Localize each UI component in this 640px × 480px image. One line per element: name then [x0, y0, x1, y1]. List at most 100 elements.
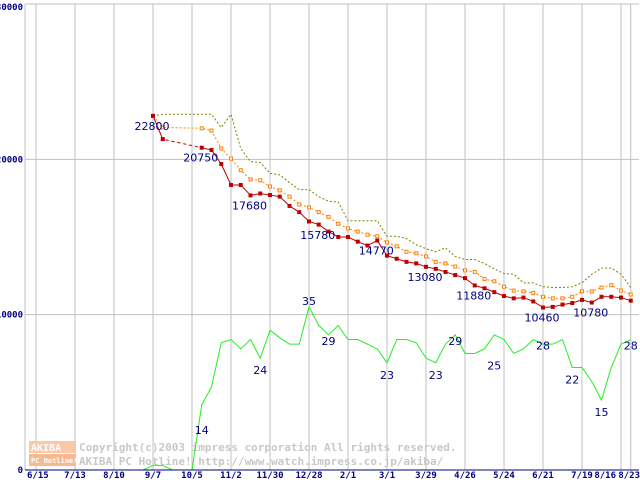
data-point-avg [492, 279, 497, 284]
data-point-avg [531, 290, 536, 295]
data-point-min [326, 229, 331, 234]
series-line-count [36, 305, 631, 471]
data-point-min [589, 300, 594, 305]
data-point-avg [628, 292, 633, 297]
data-point-avg [550, 296, 555, 301]
x-tick-label: 3/29 [415, 471, 437, 480]
data-point-avg [355, 229, 360, 234]
count-label: 28 [624, 340, 638, 353]
data-point-avg [609, 283, 614, 288]
data-point-min [229, 182, 233, 187]
data-point-min [238, 182, 243, 187]
data-point-min [482, 286, 487, 291]
axes: 0 10000 20000 30000 6/15 7/13 8/10 9/7 10/5 11/2 1… [0, 3, 640, 480]
data-point-min [365, 243, 370, 248]
data-point-avg [229, 156, 233, 161]
x-tick-label: 11/30 [256, 471, 283, 480]
data-point-avg [277, 188, 282, 193]
data-point-avg [385, 240, 389, 245]
logo-bottom-text: PC Hotline! [31, 457, 77, 465]
x-tick-label: 8/10 [103, 471, 125, 480]
data-point-avg [472, 269, 477, 274]
data-point-avg [482, 276, 487, 281]
data-point-min [219, 161, 224, 166]
price-label: 20750 [183, 152, 218, 165]
data-point-avg [424, 254, 428, 259]
url-text: AKIBA PC Hotline! http://www.watch.impre… [79, 455, 444, 468]
data-point-avg [414, 251, 419, 256]
price-label: 13080 [408, 271, 443, 284]
copyright-text: Copyright(c)2003 impress corporation All… [79, 441, 457, 454]
x-tick-label: 4/26 [454, 471, 476, 480]
watermark: AKIBA PC Hotline! Copyright(c)2003 impre… [29, 441, 457, 468]
x-tick-label: 8/16 [594, 471, 616, 480]
data-point-avg [589, 289, 594, 294]
data-point-min [336, 235, 341, 239]
x-tick-label: 5/24 [493, 471, 515, 480]
data-point-min [609, 294, 614, 299]
x-tick-label: 10/5 [181, 471, 203, 480]
data-point-min [541, 305, 545, 310]
data-point-min [268, 193, 272, 198]
y-tick-label: 0 [18, 466, 23, 476]
data-point-avg [560, 296, 565, 301]
data-point-avg [580, 289, 584, 294]
data-point-min [258, 191, 263, 196]
price-label: 15780 [300, 229, 335, 242]
data-point-min [287, 203, 292, 208]
price-label: 10460 [525, 312, 560, 325]
data-point-avg [394, 244, 399, 249]
count-label: 23 [380, 369, 394, 382]
data-point-avg [599, 285, 604, 290]
data-point-avg [365, 232, 370, 237]
data-point-min [531, 299, 536, 304]
data-point-min [248, 193, 253, 198]
price-label: 10780 [573, 307, 608, 320]
x-tick-label: 2/1 [340, 471, 356, 480]
data-point-avg [316, 210, 321, 215]
data-point-min [199, 145, 204, 150]
count-label: 22 [565, 373, 579, 386]
x-tick-label: 9/7 [145, 471, 161, 480]
data-point-min [502, 294, 506, 299]
data-point-avg [248, 177, 253, 182]
count-label: 24 [253, 364, 267, 377]
data-point-avg [443, 261, 448, 266]
data-point-avg [453, 264, 458, 269]
data-point-min [209, 148, 214, 153]
price-label: 14770 [359, 245, 394, 258]
data-point-min [160, 137, 165, 142]
y-tick-label: 30000 [0, 3, 23, 13]
data-point-min [453, 273, 458, 278]
price-label: 11880 [456, 289, 491, 302]
data-point-avg [238, 168, 243, 173]
data-point-min [394, 256, 399, 261]
data-point-min [570, 301, 575, 306]
x-tick-label: 8/23 [618, 471, 640, 480]
count-label: 23 [429, 369, 443, 382]
data-point-min [550, 304, 555, 309]
data-point-avg [268, 184, 272, 189]
data-point-min [560, 302, 565, 307]
logo-bottom-box [29, 454, 76, 466]
data-point-avg [570, 294, 575, 299]
data-point-avg [209, 128, 214, 133]
data-point-avg [297, 202, 302, 207]
count-label: 15 [595, 406, 609, 419]
data-point-min [316, 222, 321, 227]
data-point-avg [326, 214, 331, 219]
data-point-min [424, 264, 428, 269]
series-line-avg [152, 115, 631, 299]
data-point-min [385, 253, 389, 258]
data-point-avg [336, 221, 341, 226]
x-tick-label: 11/2 [220, 471, 242, 480]
data-point-min [433, 266, 438, 271]
data-point-min [151, 113, 155, 118]
price-label: 22800 [135, 120, 170, 133]
data-point-min [628, 298, 633, 303]
data-point-avg [375, 234, 380, 239]
count-label: 29 [448, 335, 462, 348]
logo-top-text: AKIBA [31, 443, 61, 454]
count-label: 14 [195, 424, 209, 437]
data-point-avg [511, 288, 516, 293]
